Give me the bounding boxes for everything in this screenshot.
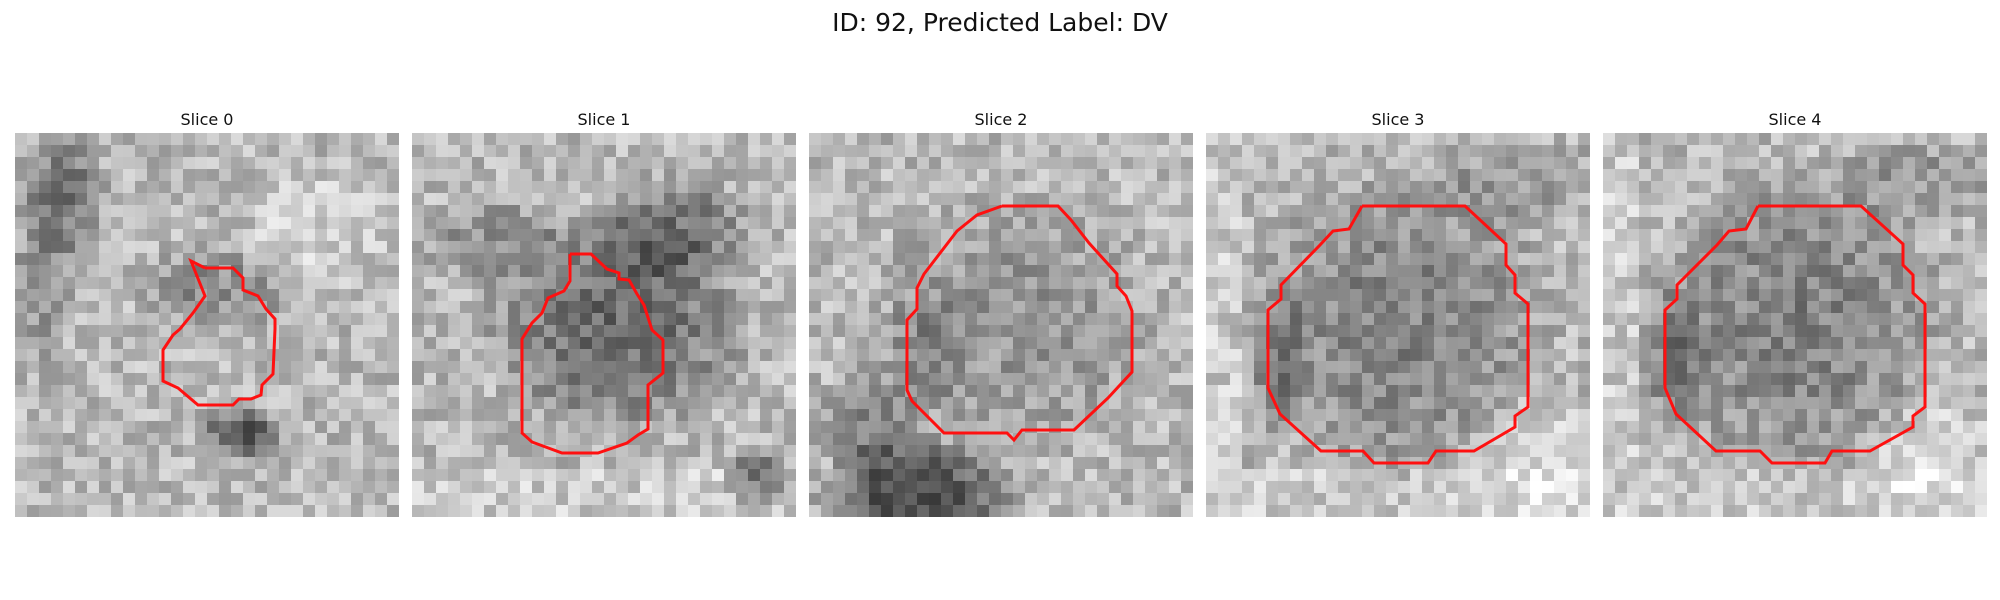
slice-image: [412, 133, 796, 517]
slice-title: Slice 0: [180, 110, 234, 129]
slice-panel: Slice 2: [809, 108, 1193, 518]
slice-svg: [412, 133, 796, 517]
slice-svg: [1206, 133, 1590, 517]
slice-image: [1603, 133, 1987, 517]
figure-title: ID: 92, Predicted Label: DV: [832, 8, 1168, 37]
slice-title: Slice 1: [577, 110, 631, 129]
contour-outline: [905, 204, 1134, 443]
slice-panel: Slice 1: [412, 108, 796, 518]
slice-image: [809, 133, 1193, 517]
slice-svg: [15, 133, 399, 517]
slice-panel: Slice 0: [15, 108, 399, 518]
slice-svg: [809, 133, 1193, 517]
contour-outline: [520, 252, 665, 455]
contour-outline: [161, 257, 277, 407]
slice-title: Slice 4: [1768, 110, 1822, 129]
slice-panel: Slice 3: [1206, 108, 1590, 518]
slice-svg: [1603, 133, 1987, 517]
slice-image: [15, 133, 399, 517]
slice-title: Slice 2: [974, 110, 1028, 129]
slice-image: [1206, 133, 1590, 517]
slice-panel: Slice 4: [1603, 108, 1987, 518]
slice-title: Slice 3: [1371, 110, 1425, 129]
contour-outline: [1266, 204, 1530, 465]
contour-outline: [1663, 204, 1927, 465]
